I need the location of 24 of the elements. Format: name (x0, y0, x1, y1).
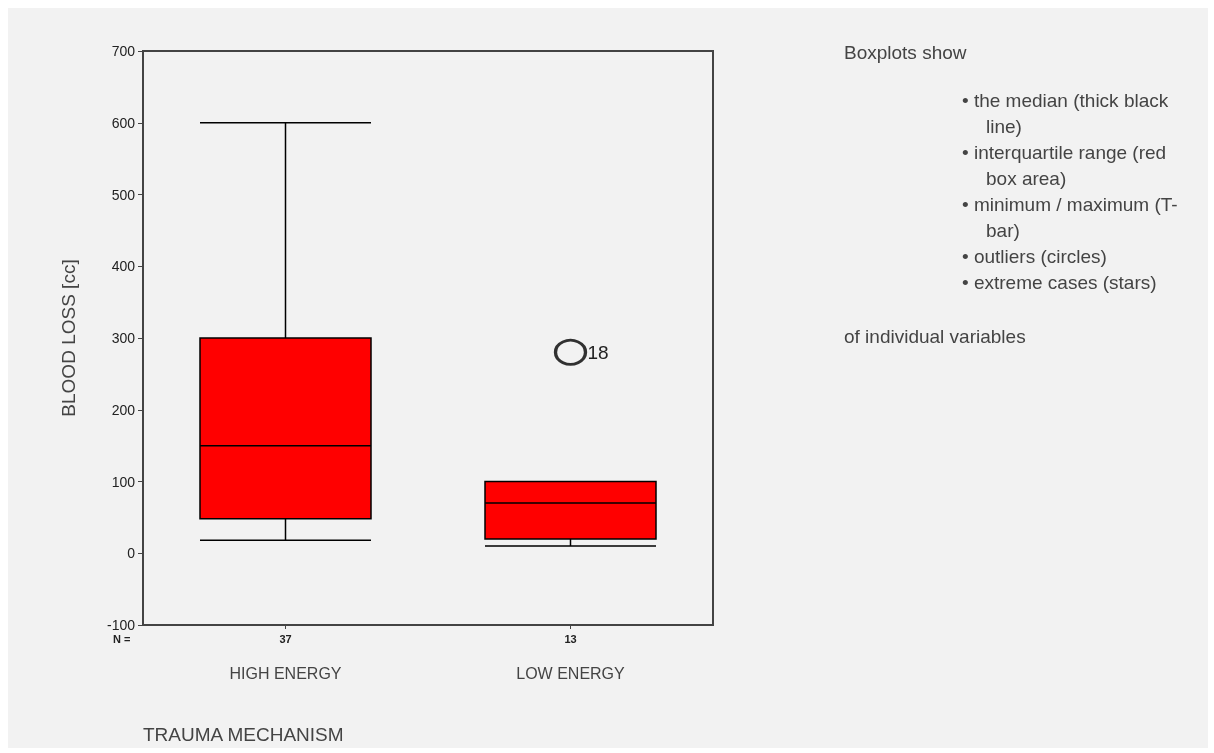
y-tick-label: 0 (127, 545, 136, 562)
y-tick-label: 600 (111, 114, 136, 131)
text: 13 (564, 632, 577, 645)
text: 37 (279, 632, 292, 645)
x-tick-label: HIGH ENERGY (229, 664, 342, 682)
annotation: 18 (587, 341, 609, 363)
text: Boxplots show (844, 41, 968, 65)
text: • interquartile range (red box area) (962, 141, 1168, 191)
y-axis-title: BLOOD LOSS [cc] (58, 259, 79, 417)
y-tick-label: 500 (111, 186, 136, 203)
y-tick-label: -100 (106, 617, 136, 633)
y-tick-label: 400 (111, 258, 136, 275)
text: • the median (thick black line) (962, 89, 1170, 139)
y-tick-label: 200 (111, 401, 136, 418)
text: N = (113, 632, 131, 645)
y-tick-label: 700 (111, 43, 136, 59)
text: of individual variables (844, 325, 1027, 349)
y-tick-label: 100 (111, 473, 136, 490)
y-tick-label: 300 (111, 330, 136, 346)
text: • minimum / maximum (T-bar) (962, 193, 1179, 243)
x-tick-label: LOW ENERGY (516, 664, 626, 682)
text: • outliers (circles) (962, 245, 1108, 269)
text: • extreme cases (stars) (962, 271, 1158, 295)
x-axis-title: TRAUMA MECHANISM (143, 723, 344, 745)
